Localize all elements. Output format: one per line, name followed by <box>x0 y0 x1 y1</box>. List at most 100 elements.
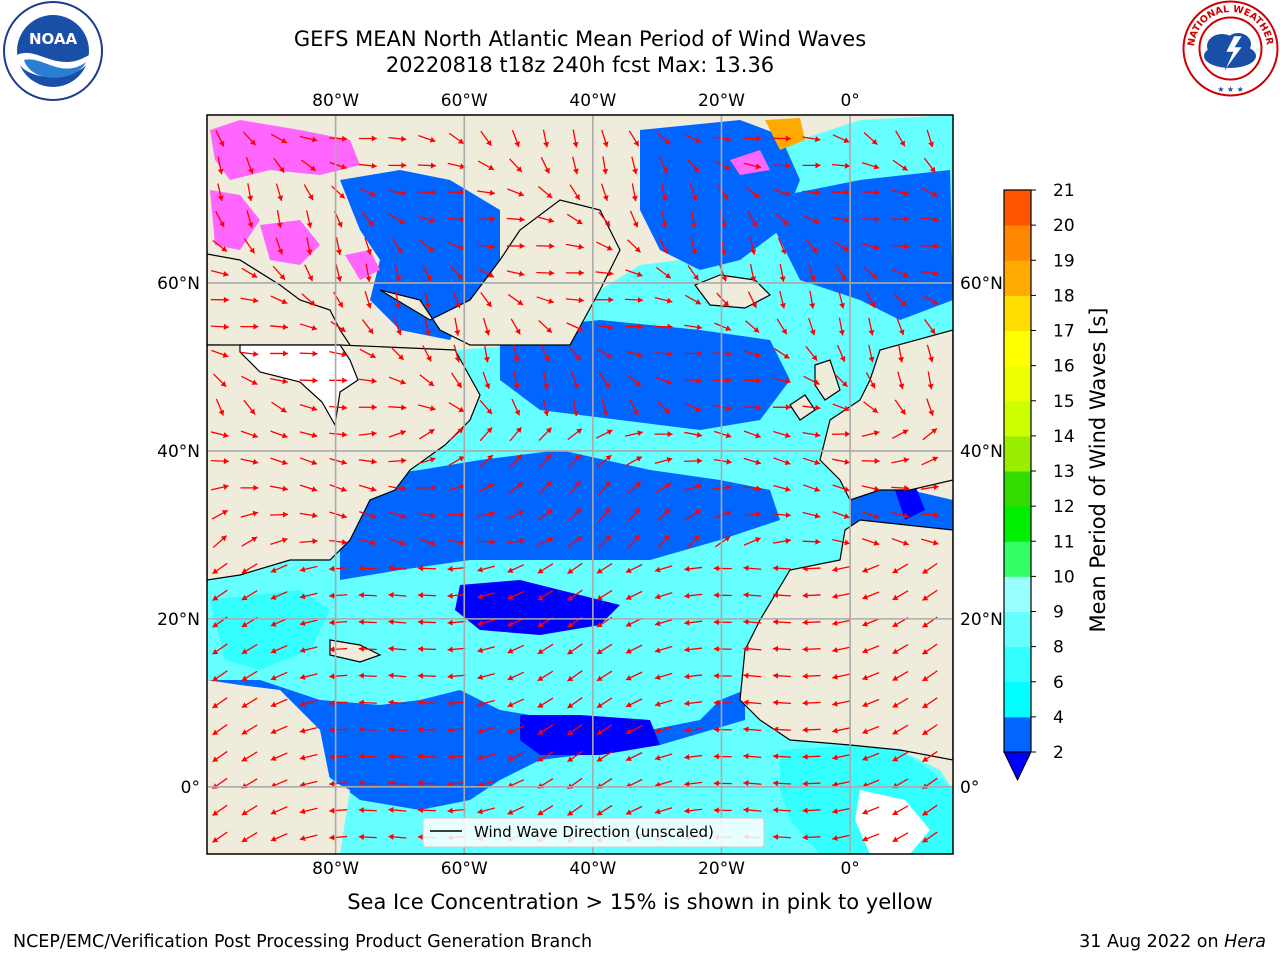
wave-direction-arrow <box>661 183 668 202</box>
wave-direction-arrow <box>597 534 612 549</box>
wave-direction-arrow <box>213 373 227 388</box>
wave-direction-arrow <box>775 212 789 226</box>
wave-direction-arrow <box>743 350 762 358</box>
colorbar-tick-label: 4 <box>1053 708 1064 728</box>
wave-direction-arrow <box>270 671 288 681</box>
wave-direction-arrow <box>270 377 288 385</box>
wave-direction-arrow <box>802 807 821 814</box>
wave-direction-arrow <box>418 404 436 412</box>
wave-direction-arrow <box>749 263 757 282</box>
wave-direction-arrow <box>892 751 909 762</box>
wave-direction-arrow <box>538 480 552 495</box>
wave-direction-arrow <box>654 807 673 815</box>
wave-direction-arrow <box>417 753 436 760</box>
wave-direction-arrow <box>891 457 910 464</box>
wave-direction-arrow <box>625 269 643 278</box>
wave-direction-arrow <box>477 243 496 250</box>
colorbar-tick-label: 13 <box>1053 462 1075 482</box>
colorbar-tick-label: 17 <box>1053 322 1075 342</box>
wave-direction-arrow <box>511 398 521 416</box>
wave-direction-arrow <box>713 430 732 439</box>
wave-direction-arrow <box>572 398 579 417</box>
wave-direction-arrow <box>596 429 613 439</box>
wave-direction-arrow <box>212 589 228 602</box>
wave-direction-arrow <box>418 135 436 143</box>
wave-direction-arrow <box>596 697 613 709</box>
wave-direction-arrow <box>654 323 673 330</box>
wave-direction-arrow <box>747 210 758 228</box>
wave-direction-arrow <box>329 592 348 599</box>
wave-direction-arrow <box>388 645 407 652</box>
wave-direction-arrow <box>774 347 790 359</box>
wave-direction-arrow <box>217 183 224 202</box>
lat-tick-label-left: 20°N <box>157 610 200 630</box>
wave-direction-arrow <box>862 725 880 734</box>
wave-direction-arrow <box>596 241 613 251</box>
wave-direction-arrow <box>684 780 703 787</box>
wave-direction-arrow <box>743 511 762 518</box>
wave-direction-arrow <box>299 807 318 815</box>
wave-direction-arrow <box>743 807 762 813</box>
wave-direction-arrow <box>388 780 407 787</box>
wave-direction-arrow <box>808 264 816 282</box>
wave-direction-arrow <box>241 724 258 735</box>
colorbar-tick-label: 12 <box>1053 497 1075 517</box>
chart-subtitle: 20220818 t18z 240h fcst Max: 13.36 <box>385 53 775 77</box>
wave-direction-arrow <box>773 430 791 439</box>
wave-direction-arrow <box>299 538 318 545</box>
wave-direction-arrow <box>329 539 348 546</box>
wave-direction-arrow <box>477 753 495 761</box>
wave-direction-arrow <box>598 211 611 227</box>
wave-direction-arrow <box>447 619 466 626</box>
wave-direction-arrow <box>210 431 229 438</box>
wave-direction-arrow <box>714 510 732 519</box>
wave-direction-arrow <box>329 807 348 814</box>
wave-direction-arrow <box>625 590 643 600</box>
wave-direction-arrow <box>477 619 495 627</box>
wave-direction-arrow <box>299 457 318 466</box>
wave-direction-arrow <box>624 296 644 303</box>
wave-direction-arrow <box>448 132 465 145</box>
wave-direction-arrow <box>272 265 286 281</box>
wave-direction-arrow <box>802 162 821 169</box>
wave-direction-arrow <box>684 402 702 412</box>
wave-direction-arrow <box>922 697 938 709</box>
wave-direction-arrow <box>477 673 495 680</box>
wave-direction-arrow <box>684 592 703 599</box>
wave-direction-arrow <box>832 780 851 788</box>
wave-direction-arrow <box>388 429 407 438</box>
wave-direction-arrow <box>892 644 909 655</box>
wave-direction-arrow <box>215 130 225 147</box>
wave-direction-arrow <box>243 238 256 254</box>
wave-direction-arrow <box>329 161 347 170</box>
wave-direction-arrow <box>447 700 466 707</box>
wave-direction-arrow <box>861 162 880 170</box>
wave-direction-arrow <box>832 700 851 707</box>
wave-direction-arrow <box>537 508 553 521</box>
wave-direction-arrow <box>241 267 258 278</box>
wave-direction-arrow <box>595 296 614 303</box>
colorbar-tick-label: 10 <box>1053 567 1075 587</box>
wave-direction-arrow <box>217 156 224 175</box>
wave-direction-arrow <box>713 646 732 653</box>
wave-direction-arrow <box>832 431 851 438</box>
wave-direction-arrow <box>417 592 436 599</box>
wave-direction-arrow <box>745 320 760 333</box>
wave-direction-arrow <box>922 643 938 655</box>
wave-direction-arrow <box>832 538 851 546</box>
wave-direction-arrow <box>862 591 880 600</box>
wave-direction-arrow <box>358 672 377 679</box>
wave-direction-arrow <box>482 317 491 336</box>
wave-direction-arrow <box>358 619 377 626</box>
wave-direction-arrow <box>506 537 525 544</box>
wave-direction-arrow <box>449 265 464 280</box>
wave-direction-arrow <box>568 453 582 469</box>
wave-direction-arrow <box>567 697 583 709</box>
wave-direction-arrow <box>507 294 524 306</box>
wave-direction-arrow <box>684 646 703 653</box>
wave-direction-arrow <box>447 727 466 734</box>
wave-direction-arrow <box>892 805 909 816</box>
wave-direction-arrow <box>270 323 289 330</box>
wave-direction-arrow <box>631 156 638 175</box>
wave-direction-arrow <box>329 619 348 626</box>
